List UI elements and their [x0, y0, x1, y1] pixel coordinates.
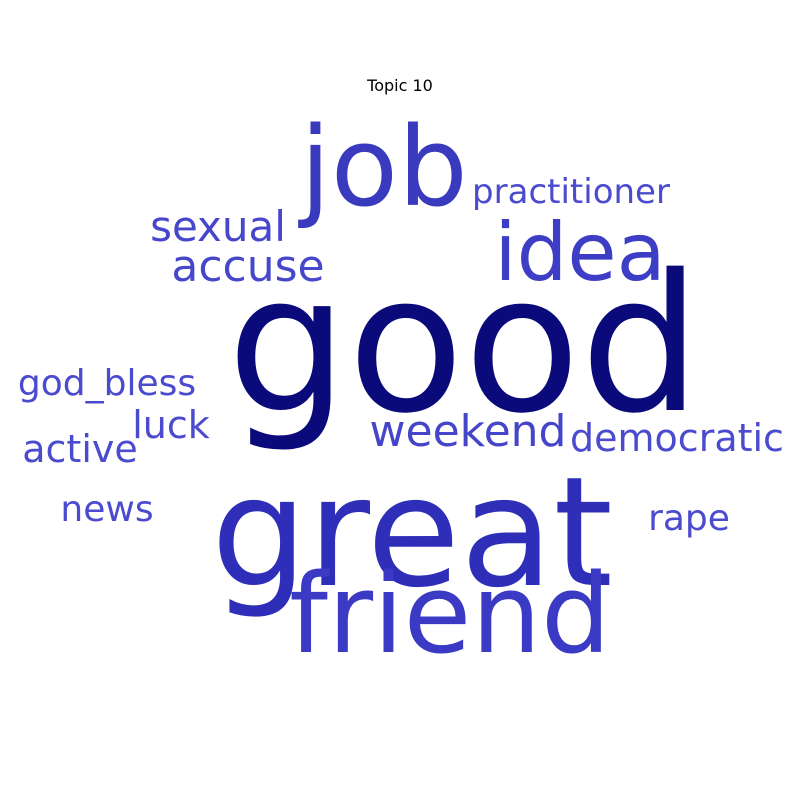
word-sexual: sexual — [150, 202, 286, 251]
word-friend: friend — [289, 550, 611, 678]
word-great: great — [211, 444, 613, 621]
word-weekend: weekend — [370, 406, 567, 457]
figure-title: Topic 10 — [367, 76, 433, 95]
word-idea: idea — [494, 206, 665, 299]
word-practitioner: practitioner — [472, 172, 670, 212]
word-job: job — [298, 103, 468, 231]
word-luck: luck — [132, 403, 210, 447]
word-accuse: accuse — [171, 241, 324, 292]
word-god-bless: god_bless — [18, 363, 196, 404]
word-active: active — [22, 427, 138, 471]
word-rape: rape — [648, 498, 730, 539]
word-news: news — [60, 489, 153, 530]
word-democratic: democratic — [570, 416, 784, 460]
word-good: good — [227, 234, 701, 455]
